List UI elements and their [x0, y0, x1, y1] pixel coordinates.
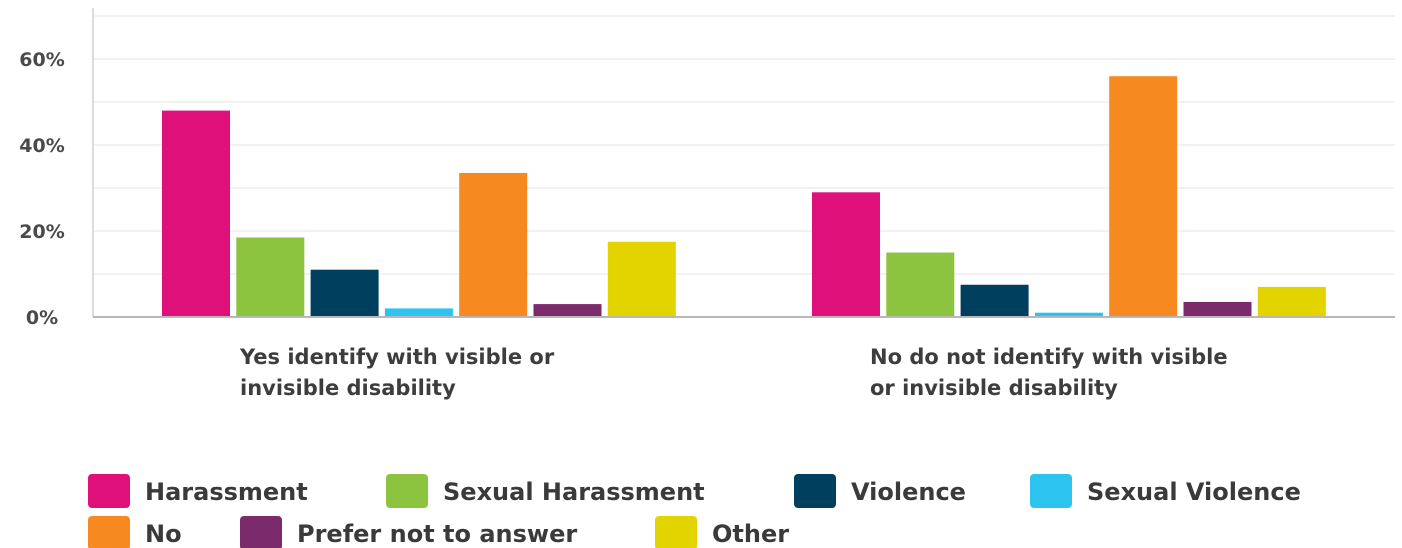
category-label: Yes identify with visible or	[239, 345, 555, 369]
category-label: No do not identify with visible	[870, 345, 1228, 369]
bar	[1184, 302, 1252, 317]
legend-label: Violence	[851, 478, 966, 506]
legend-swatch	[240, 516, 282, 548]
y-tick-label: 20%	[19, 221, 64, 243]
bar	[459, 173, 527, 317]
legend-swatch	[1030, 474, 1072, 508]
legend-swatch	[794, 474, 836, 508]
legend-swatch	[88, 474, 130, 508]
bar	[534, 304, 602, 317]
y-axis: 0% 20% 40% 60%	[19, 49, 64, 329]
legend-label: Sexual Violence	[1087, 478, 1301, 506]
y-tick-label: 40%	[19, 135, 64, 157]
legend-label: Harassment	[145, 478, 308, 506]
bar	[1258, 287, 1326, 317]
bar	[236, 237, 304, 317]
y-tick-label: 60%	[19, 49, 64, 71]
bar	[311, 270, 379, 317]
bar	[162, 111, 230, 317]
bar	[608, 242, 676, 317]
bar	[1109, 76, 1177, 317]
legend-label: Other	[712, 520, 789, 548]
bar	[886, 253, 954, 318]
legend-swatch	[655, 516, 697, 548]
category-label: or invisible disability	[870, 376, 1118, 400]
x-axis: Yes identify with visible or invisible di…	[239, 345, 1228, 400]
legend-swatch	[386, 474, 428, 508]
bar	[385, 308, 453, 317]
legend-label: Prefer not to answer	[297, 520, 577, 548]
bar	[961, 285, 1029, 317]
y-tick-label: 0%	[26, 307, 58, 329]
category-label: invisible disability	[240, 376, 456, 400]
legend: Harassment Sexual Harassment Violence Sexua…	[88, 474, 1301, 548]
legend-label: No	[145, 520, 182, 548]
bar	[812, 192, 880, 317]
legend-label: Sexual Harassment	[443, 478, 705, 506]
bars	[93, 76, 1395, 317]
legend-swatch	[88, 516, 130, 548]
